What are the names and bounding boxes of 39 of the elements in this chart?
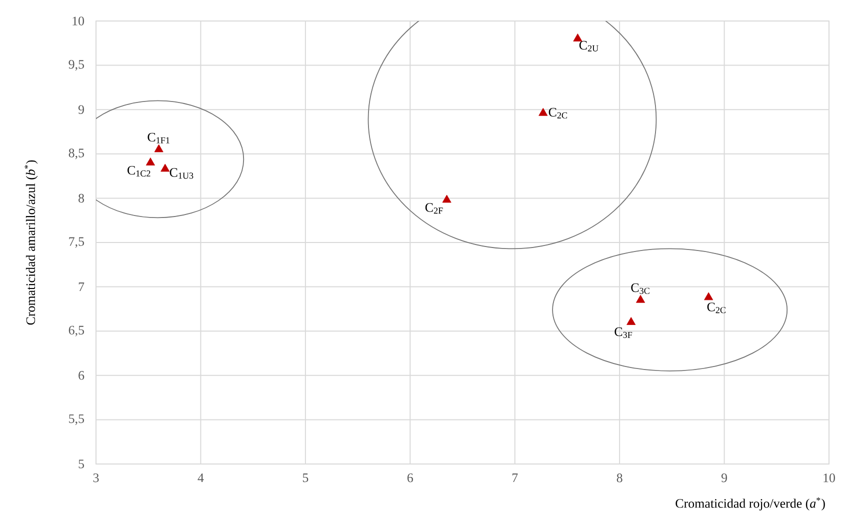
y-tick-label: 6 (78, 371, 84, 380)
y-tick-label: 9,5 (68, 60, 84, 71)
annotation: C$_{3C}$ (631, 283, 650, 294)
x-tick-label: 9 (721, 473, 727, 482)
annotation: C$_{1C2}$ (128, 166, 150, 176)
annotation: C$_{2U}$ (579, 40, 598, 52)
point (146, 158, 155, 166)
y-tick-label: 9 (78, 105, 84, 114)
annotation: C$_{3F}$ (614, 327, 632, 338)
point (636, 294, 646, 303)
y-axis-title: Cromaticidad amarillo/azul (b$^{*}$) (24, 160, 38, 325)
annotation: C$_{2F}$ (425, 203, 443, 214)
x-tick-label: 7 (512, 473, 518, 482)
annotation: C$_{2C}$ (707, 302, 726, 314)
point (154, 144, 164, 152)
x-tick-label: 3 (93, 473, 99, 482)
y-tick-label: 5 (78, 460, 84, 468)
y-tick-label: 8,5 (68, 148, 84, 160)
annotation: C$_{1U3}$ (170, 168, 194, 179)
y-tick-label: 5,5 (69, 414, 84, 425)
x-axis-title: Cromaticidad rojo/verde (a$^{*}$) (676, 497, 825, 510)
x-tick-label: 10 (824, 474, 835, 482)
point (442, 194, 452, 203)
point (704, 292, 714, 300)
x-tick-label: 6 (407, 473, 413, 482)
point (573, 34, 582, 42)
y-tick-label: 10 (72, 16, 84, 26)
point (160, 164, 170, 172)
y-tick-label: 8 (78, 194, 84, 203)
annotation: C$_{1F1}$ (148, 132, 170, 144)
y-tick-label: 6,5 (68, 326, 84, 336)
x-tick-label: 5 (302, 473, 308, 482)
x-tick-label: 8 (616, 474, 622, 482)
y-tick-label: 7 (78, 282, 84, 292)
y-tick-label: 7,5 (69, 237, 84, 248)
annotation: C$_{2C}$ (548, 108, 568, 118)
point (626, 317, 636, 325)
point (538, 108, 548, 116)
x-tick-label: 4 (198, 473, 204, 482)
